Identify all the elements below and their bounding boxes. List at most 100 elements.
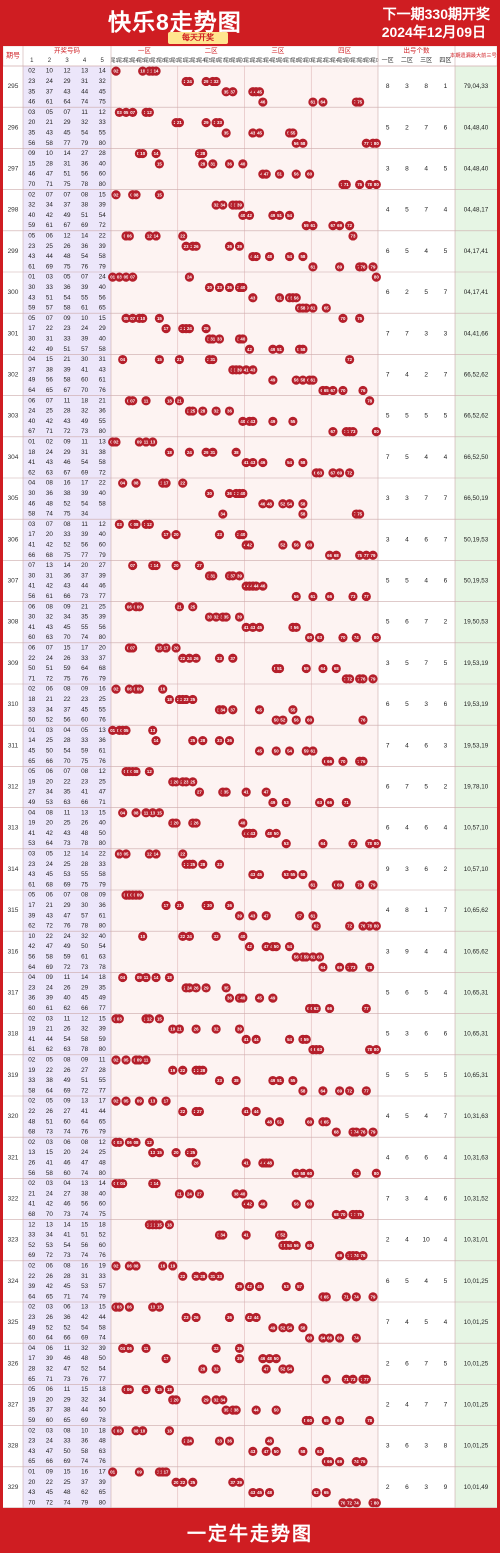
draw-number: 28	[81, 861, 89, 868]
draw-number: 59	[81, 747, 89, 754]
number-ball-label: 58	[300, 141, 305, 146]
number-ball	[274, 169, 285, 179]
zone-count: 5	[386, 1031, 390, 1038]
draw-number: 78	[81, 923, 89, 930]
draw-number: 09	[63, 603, 71, 610]
draw-number: 49	[46, 346, 54, 353]
number-ball-label: 72	[347, 357, 352, 362]
number-ball-label: 44	[254, 1408, 259, 1413]
zone-count: 4	[405, 742, 409, 749]
draw-number: 47	[63, 912, 71, 919]
number-ball	[231, 447, 241, 457]
number-ball-label: 64	[320, 666, 325, 671]
number-ball-label: 10	[140, 1428, 145, 1433]
draw-number: 40	[99, 335, 107, 342]
zone-count: 5	[424, 1072, 428, 1079]
draw-number: 43	[46, 459, 54, 466]
number-ball	[138, 148, 148, 159]
repeat-value: 66,52,50	[464, 454, 489, 461]
draw-number: 73	[81, 964, 89, 971]
draw-number: 61	[99, 377, 107, 384]
number-ball-label: 17	[164, 645, 169, 650]
zone-count: 5	[405, 413, 409, 420]
number-ball-label: 33	[217, 285, 222, 290]
zone-count: 4	[405, 1237, 409, 1244]
number-ball-label: 26	[194, 1160, 199, 1165]
draw-number: 55	[81, 294, 89, 301]
draw-number: 34	[46, 789, 54, 796]
draw-number: 33	[99, 861, 107, 868]
draw-number: 21	[46, 696, 54, 703]
draw-number: 64	[28, 1293, 36, 1300]
number-ball-label: 39	[237, 1027, 242, 1032]
draw-number: 19	[28, 1396, 36, 1403]
number-ball	[184, 324, 195, 334]
zone-count: 6	[386, 1278, 390, 1285]
draw-number: 76	[99, 758, 107, 765]
number-ball	[151, 66, 161, 76]
number-ball-label: 59	[304, 748, 309, 753]
number-ball-label: 80	[374, 1171, 379, 1176]
number-ball	[355, 313, 365, 323]
draw-number: 68	[28, 1211, 36, 1218]
number-ball-label: 33	[217, 120, 222, 125]
draw-number: 38	[46, 366, 54, 373]
zone-count: 4	[405, 1319, 409, 1326]
draw-number: 72	[46, 923, 54, 930]
draw-number: 25	[46, 243, 54, 250]
number-ball-label: 48	[267, 254, 272, 259]
draw-number: 16	[99, 686, 107, 693]
number-ball-label: 26	[194, 244, 199, 249]
number-ball	[128, 313, 138, 323]
number-ball-label: 80	[374, 1500, 379, 1505]
number-ball-label: 07	[130, 563, 135, 568]
draw-number: 50	[28, 717, 36, 724]
draw-number: 76	[99, 387, 107, 394]
zone-count: 7	[424, 619, 428, 626]
draw-number: 28	[63, 1273, 71, 1280]
draw-number: 56	[81, 541, 89, 548]
draw-number: 21	[63, 356, 71, 363]
draw-number: 33	[81, 655, 89, 662]
number-ball-label: 24	[187, 1439, 192, 1444]
number-ball-label: 45	[257, 1490, 262, 1495]
number-ball-label: 36	[227, 491, 232, 496]
draw-number: 55	[81, 871, 89, 878]
number-ball	[251, 581, 261, 591]
zone-count: 6	[424, 866, 428, 873]
draw-number: 29	[81, 984, 89, 991]
number-ball-label: 40	[240, 996, 245, 1001]
zone-count: 7	[424, 660, 428, 667]
number-ball-label: 77	[364, 553, 369, 558]
number-ball-label: 12	[147, 233, 152, 238]
draw-number: 74	[63, 1129, 71, 1136]
draw-number: 52	[99, 1232, 107, 1239]
number-ball	[174, 602, 185, 612]
number-ball-label: 05	[124, 851, 129, 856]
draw-number: 24	[99, 274, 107, 281]
draw-number: 34	[46, 1232, 54, 1239]
number-ball-label: 18	[167, 398, 172, 403]
draw-number: 73	[63, 840, 71, 847]
draw-number: 56	[99, 624, 107, 631]
draw-number: 51	[81, 1232, 89, 1239]
period-cell: 307	[8, 578, 19, 585]
draw-number: 33	[28, 1232, 36, 1239]
zone-count: 4	[444, 990, 448, 997]
number-ball-label: 26	[194, 656, 199, 661]
draw-number: 46	[28, 171, 36, 178]
zone-header: 四区	[338, 47, 352, 55]
number-ball-label: 58	[300, 254, 305, 259]
draw-number: 70	[81, 387, 89, 394]
draw-number: 26	[63, 984, 71, 991]
draw-number: 65	[63, 1417, 71, 1424]
draw-number: 23	[81, 696, 89, 703]
number-ball	[161, 530, 171, 540]
draw-number: 06	[46, 232, 54, 239]
number-ball-label: 11	[144, 975, 149, 980]
draw-number: 38	[81, 1190, 89, 1197]
tail-header: 尾9	[297, 58, 305, 64]
number-ball	[348, 427, 358, 437]
number-ball	[224, 282, 235, 293]
draw-number: 04	[28, 809, 36, 816]
